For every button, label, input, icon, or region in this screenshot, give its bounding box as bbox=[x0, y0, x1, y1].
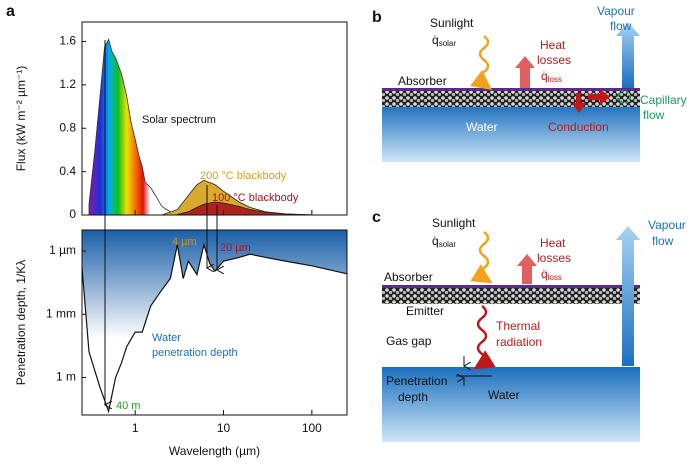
area bbox=[88, 38, 171, 216]
y-axis-label: Flux (kW m⁻² µm⁻¹) bbox=[14, 66, 28, 172]
y-tick-label: 0 bbox=[69, 207, 76, 221]
absorber-layer bbox=[382, 288, 640, 304]
series-label: 200 °C blackbody bbox=[200, 170, 287, 182]
label: q̇solar bbox=[432, 234, 456, 249]
charts: Solar spectrum 200 °C blackbody 100 °C bla… bbox=[14, 21, 348, 458]
y-tick-label: 1.6 bbox=[59, 34, 76, 48]
label: Vapour bbox=[597, 4, 635, 18]
label: Water bbox=[466, 120, 498, 134]
label: Gas gap bbox=[386, 334, 432, 348]
series-label: 100 °C blackbody bbox=[212, 192, 299, 204]
label: Vapour bbox=[648, 218, 686, 232]
panel-label: c bbox=[372, 209, 381, 226]
symbol: q̇ bbox=[541, 69, 548, 83]
label: Heat bbox=[540, 236, 566, 250]
label: Conduction bbox=[548, 120, 609, 134]
annotation: penetration depth bbox=[152, 347, 238, 359]
subscript: solar bbox=[439, 240, 457, 249]
annotation: 4 µm bbox=[172, 236, 197, 248]
conduction-arrow bbox=[588, 89, 610, 105]
capillary-marker bbox=[617, 90, 631, 104]
y-tick-label: 1 m bbox=[56, 370, 76, 384]
plot-frame bbox=[81, 229, 348, 416]
sunlight-arrow bbox=[470, 231, 493, 284]
label: Thermal bbox=[496, 319, 540, 333]
label: Sunlight bbox=[430, 16, 474, 30]
radiation-arrow bbox=[473, 305, 496, 370]
y-axis-label: Penetration depth, 1/Kλ bbox=[14, 260, 28, 385]
label: flow bbox=[652, 234, 674, 248]
label: depth bbox=[398, 390, 428, 404]
line bbox=[81, 242, 348, 414]
depth-fill bbox=[82, 230, 347, 412]
annotation: Water bbox=[152, 332, 181, 344]
absorber-surface bbox=[382, 285, 640, 288]
label: flow bbox=[610, 19, 632, 33]
label: losses bbox=[537, 53, 571, 67]
label: Penetration bbox=[386, 374, 447, 388]
symbol: q̇ bbox=[541, 267, 548, 281]
annotation: 20 µm bbox=[220, 242, 251, 254]
absorber-surface bbox=[382, 88, 640, 91]
label: Emitter bbox=[406, 304, 444, 318]
label: radiation bbox=[496, 335, 542, 349]
plot-frame bbox=[81, 21, 348, 216]
water bbox=[382, 104, 640, 162]
panel-label: a bbox=[6, 3, 15, 20]
heat-loss-arrow bbox=[517, 254, 537, 284]
label: Absorber bbox=[384, 270, 433, 284]
heat-loss-arrow bbox=[515, 56, 535, 88]
y-tick-label: 0.4 bbox=[59, 164, 76, 178]
conduction-arrow bbox=[572, 93, 586, 113]
subscript: loss bbox=[548, 75, 562, 84]
label: Heat bbox=[540, 38, 566, 52]
subscript: solar bbox=[439, 39, 457, 48]
y-tick-label: 0.8 bbox=[59, 120, 76, 134]
panel-label: b bbox=[372, 9, 382, 26]
y-tick-label: 1.2 bbox=[59, 77, 76, 91]
label: losses bbox=[537, 251, 571, 265]
vapour-arrow bbox=[616, 226, 640, 366]
sunlight-arrow bbox=[469, 35, 492, 91]
annotation: 40 m bbox=[116, 400, 140, 412]
water bbox=[382, 367, 640, 442]
y-tick-label: 1 µm bbox=[49, 243, 76, 257]
label: Water bbox=[488, 388, 520, 402]
label: q̇solar bbox=[432, 33, 456, 48]
label: flow bbox=[643, 108, 665, 122]
diagram-c: Sunlight q̇solar Heat losses q̇loss Vapo… bbox=[382, 216, 686, 442]
x-axis-label: Wavelength (µm) bbox=[169, 444, 260, 458]
x-tick-label: 10 bbox=[217, 421, 231, 435]
label: q̇loss bbox=[541, 69, 562, 84]
series-label: Solar spectrum bbox=[142, 114, 216, 126]
label: Sunlight bbox=[432, 216, 476, 230]
vapour-arrow bbox=[616, 22, 640, 88]
x-tick-label: 100 bbox=[302, 421, 322, 435]
label: Absorber bbox=[398, 74, 447, 88]
x-tick-label: 1 bbox=[132, 421, 139, 435]
label: Capillary bbox=[640, 93, 687, 107]
diagram-b: Sunlight q̇solar Heat losses q̇loss Vapo… bbox=[382, 4, 687, 162]
symbol: q̇ bbox=[432, 234, 439, 248]
subscript: loss bbox=[548, 273, 562, 282]
symbol: q̇ bbox=[432, 33, 439, 47]
y-tick-label: 1 mm bbox=[46, 306, 76, 320]
label: q̇loss bbox=[541, 267, 562, 282]
